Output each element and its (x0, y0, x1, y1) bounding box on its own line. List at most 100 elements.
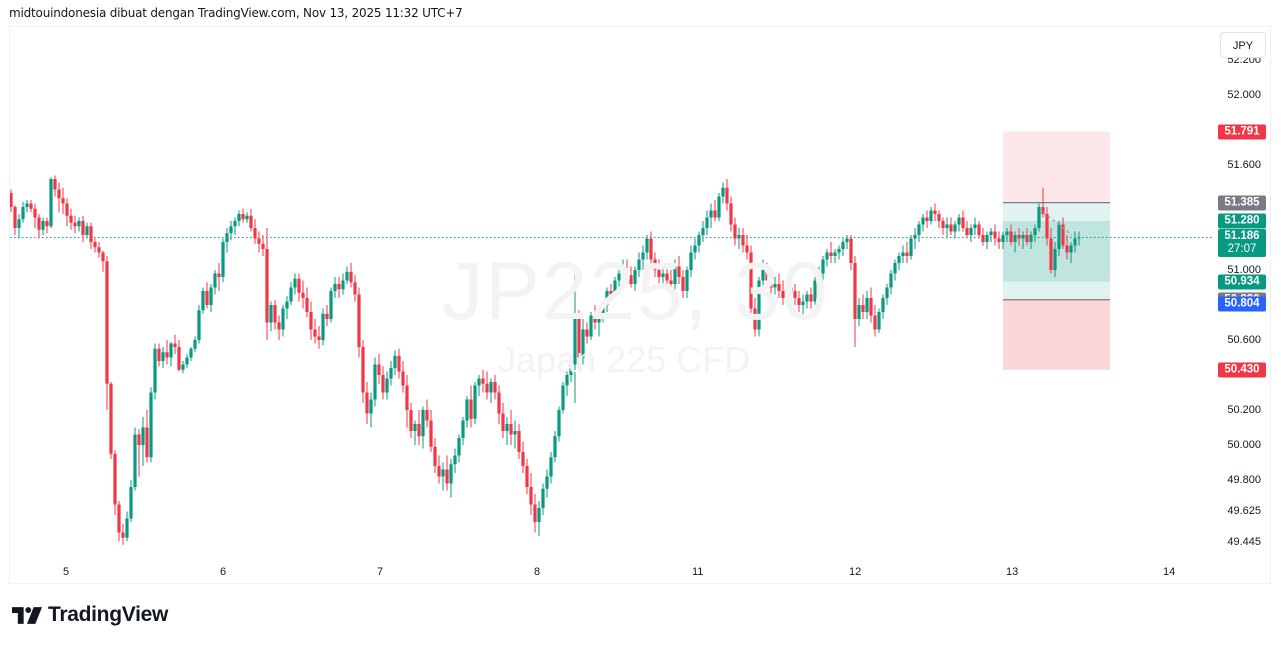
candle-up (893, 263, 897, 274)
candle-down (933, 210, 937, 214)
candle-down (409, 410, 413, 431)
candle-down (37, 217, 41, 230)
candle-down (521, 452, 525, 466)
candle-down (325, 313, 329, 319)
candle-up (1033, 228, 1037, 235)
time-tick-label: 6 (220, 566, 227, 578)
candle-down (353, 282, 357, 295)
candle-down (657, 270, 661, 277)
candle-down (433, 446, 437, 466)
candle-up (153, 348, 157, 393)
candle-up (589, 315, 593, 337)
candle-down (497, 392, 501, 414)
current-price-tag: 51.186 27:07 (1218, 229, 1266, 258)
candle-down (297, 278, 301, 293)
candle-down (793, 291, 797, 298)
candle-down (113, 453, 117, 505)
candle-up (673, 266, 677, 284)
candle-up (1013, 235, 1017, 242)
candle-up (737, 235, 741, 239)
candle-down (165, 352, 169, 358)
tradingview-logo[interactable]: TradingView (12, 603, 168, 627)
candle-up (721, 187, 725, 197)
candle-down (797, 298, 801, 305)
candle-down (401, 371, 405, 386)
price-axis[interactable]: 52.200 52.000 51.600 51.000 50.600 50.200 50.0… (1212, 27, 1271, 562)
candle-down (273, 305, 277, 323)
candle-up (25, 203, 29, 207)
price-tick-label: 49.625 (1227, 504, 1261, 517)
candle-up (169, 343, 173, 358)
candle-down (1045, 214, 1049, 239)
candle-down (829, 252, 833, 256)
candle-down (609, 291, 613, 295)
candle-down (253, 228, 257, 239)
candle-down (429, 420, 433, 447)
candle-up (77, 221, 81, 227)
candle-down (981, 235, 985, 242)
candle-up (857, 305, 861, 319)
candle-up (537, 508, 541, 522)
candle-up (581, 329, 585, 358)
candle-down (73, 222, 77, 227)
candle-up (369, 399, 373, 414)
candle-down (509, 424, 513, 435)
candle-up (953, 224, 957, 232)
candle-up (633, 270, 637, 284)
time-axis[interactable]: 5 6 7 8 11 12 13 14 (10, 562, 1212, 584)
candle-up (1037, 207, 1041, 228)
candle-up (413, 424, 417, 431)
candle-up (141, 427, 145, 445)
price-tick-label: 50.200 (1227, 404, 1261, 416)
currency-button[interactable]: JPY (1220, 32, 1266, 58)
candle-up (985, 235, 989, 242)
candle-up (697, 235, 701, 246)
candle-down (781, 291, 785, 298)
candle-down (33, 208, 37, 218)
candle-down (1025, 235, 1029, 242)
candle-up (453, 455, 457, 465)
candle-up (557, 410, 561, 437)
candle-up (705, 217, 709, 228)
price-tag: 51.385 (1218, 195, 1266, 211)
candle-down (381, 375, 385, 393)
candle-up (341, 280, 345, 290)
price-tick-label: 49.800 (1227, 474, 1261, 486)
candle-up (865, 298, 869, 312)
current-price-value: 51.186 (1224, 230, 1260, 243)
time-tick-label: 5 (63, 566, 70, 578)
candle-down (769, 280, 773, 288)
chart-plot-area[interactable]: JP225, 30 Japan 225 CFD (10, 27, 1212, 562)
candle-up (1077, 237, 1081, 239)
candle-up (541, 488, 545, 508)
candle-down (873, 315, 877, 330)
candle-up (285, 301, 289, 309)
candle-down (905, 252, 909, 256)
candle-up (505, 424, 509, 431)
candle-up (161, 352, 165, 361)
candle-up (757, 280, 761, 330)
candle-up (885, 287, 889, 298)
candle-down (145, 427, 149, 458)
candle-down (65, 203, 69, 216)
candle-down (425, 410, 429, 421)
candle-up (773, 284, 777, 288)
candle-down (517, 431, 521, 452)
candle-up (393, 355, 397, 368)
candle-down (501, 413, 505, 431)
candle-up (889, 273, 893, 288)
candlestick-chart[interactable] (10, 27, 1212, 562)
candle-down (1041, 207, 1045, 214)
candle-up (85, 226, 89, 235)
candle-up (21, 207, 25, 220)
candle-up (465, 399, 469, 421)
candle-down (445, 469, 449, 484)
attribution-header: midtouindonesia dibuat dengan TradingVie… (9, 6, 463, 20)
candle-down (317, 336, 321, 340)
candle-down (853, 263, 857, 319)
candle-down (669, 280, 673, 284)
candle-up (41, 221, 45, 230)
symbol-watermark: JP225, 30 (442, 246, 830, 337)
candle-up (717, 196, 721, 218)
price-tag: 50.430 (1218, 362, 1266, 378)
